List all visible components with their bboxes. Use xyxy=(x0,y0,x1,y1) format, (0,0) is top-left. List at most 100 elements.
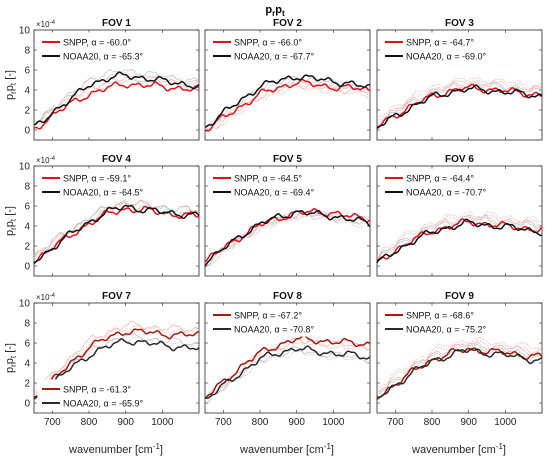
y-exponent-power: -4 xyxy=(50,20,56,26)
y-exponent-power: -4 xyxy=(50,156,56,162)
series-line-noaa20 xyxy=(33,71,200,126)
legend-label: NOAA20, α = -65.9° xyxy=(63,399,143,409)
reference-trace xyxy=(204,340,371,406)
reference-trace xyxy=(33,199,200,260)
y-axis-label-p1: p xyxy=(4,367,16,373)
series-line-noaa20 xyxy=(376,218,543,264)
reference-trace xyxy=(33,320,200,394)
reference-trace xyxy=(33,69,200,126)
x-axis-label: wavenumber [cm-1] xyxy=(239,442,334,456)
x-axis-label-text: wavenumber [cm xyxy=(411,444,496,456)
x-tick-label: 1000 xyxy=(322,417,345,428)
reference-trace xyxy=(204,214,371,267)
x-axis-label-end: ] xyxy=(160,444,163,456)
x-axis-label: wavenumber [cm-1] xyxy=(411,442,506,456)
legend-label: NOAA20, α = -70.7° xyxy=(406,188,486,198)
y-axis-label-sub-t: t xyxy=(9,218,18,221)
y-tick-label: 4 xyxy=(24,359,30,370)
reference-trace xyxy=(376,216,543,261)
series-line-snpp xyxy=(376,83,542,128)
y-axis-label-p2: p xyxy=(4,221,16,227)
panel-title: FOV 8 xyxy=(273,291,302,302)
y-tick-label: 8 xyxy=(24,182,30,193)
y-tick-label: 2 xyxy=(24,379,30,390)
x-tick-label: 700 xyxy=(215,417,232,428)
x-axis-label-text: wavenumber [cm xyxy=(68,444,153,456)
legend-box xyxy=(380,305,500,337)
legend: SNPP, α = -67.2° NOAA20, α = -70.8° xyxy=(208,305,328,337)
legend-box xyxy=(208,168,328,200)
legend-label: SNPP, α = -67.2° xyxy=(234,311,302,321)
series-line-snpp xyxy=(33,81,200,130)
legend: SNPP, α = -66.0° NOAA20, α = -67.7° xyxy=(208,32,328,64)
series-line-snpp xyxy=(204,334,371,399)
reference-trace xyxy=(376,214,542,259)
fov-panel-6: FOV 6 SNPP, α = -64.4° NOAA20, α = -70.7° xyxy=(376,154,543,277)
y-exponent-label: ×10-4 xyxy=(36,293,56,302)
panel-title: FOV 9 xyxy=(445,291,474,302)
figure-title-sub-r: r xyxy=(272,9,275,18)
y-axis-label: prpt [-] xyxy=(4,343,18,373)
legend-box xyxy=(37,379,157,411)
y-tick-label: 8 xyxy=(24,46,30,57)
panel-title: FOV 3 xyxy=(445,18,474,29)
legend: SNPP, α = -64.5° NOAA20, α = -69.4° xyxy=(208,168,328,200)
figure-title-p2: p xyxy=(275,4,282,16)
legend: SNPP, α = -64.4° NOAA20, α = -70.7° xyxy=(380,168,500,200)
legend: SNPP, α = -64.7° NOAA20, α = -69.0° xyxy=(380,32,500,64)
y-axis-label-unit: [-] xyxy=(4,70,16,83)
legend-label: NOAA20, α = -69.0° xyxy=(406,52,486,62)
reference-trace xyxy=(376,336,543,389)
legend-label: NOAA20, α = -75.2° xyxy=(406,325,486,335)
legend-label: SNPP, α = -61.3° xyxy=(63,385,131,395)
legend: SNPP, α = -68.6° NOAA20, α = -75.2° xyxy=(380,305,500,337)
reference-trace xyxy=(376,211,543,256)
y-axis-label-unit: [-] xyxy=(4,343,16,356)
y-exponent-label: ×10-4 xyxy=(36,156,56,165)
y-tick-label: 6 xyxy=(24,202,30,213)
y-axis-label-sub-r: r xyxy=(9,227,18,230)
panel-title: FOV 5 xyxy=(273,154,302,165)
y-tick-label: 6 xyxy=(24,66,30,77)
reference-trace xyxy=(376,79,543,120)
legend-box xyxy=(208,32,328,64)
y-tick-label: 2 xyxy=(24,242,30,253)
y-axis-label-p1: p xyxy=(4,230,16,236)
x-tick-label: 900 xyxy=(117,417,134,428)
y-tick-label: 2 xyxy=(24,106,30,117)
figure-title-p1: p xyxy=(265,4,272,16)
y-tick-label: 4 xyxy=(24,86,30,97)
reference-trace xyxy=(204,212,371,266)
series-line-noaa20 xyxy=(204,74,371,128)
figure-title-sub-t: t xyxy=(282,9,285,18)
fov-panel-1: 0 2 4 6 8 10 ×10-4 FOV 1 SNPP, α = -60.0° NOAA20,… xyxy=(19,18,200,141)
y-tick-label: 10 xyxy=(19,26,31,37)
x-axis-label-sup: -1 xyxy=(324,442,332,451)
reference-trace xyxy=(204,82,371,134)
legend-box xyxy=(380,168,500,200)
legend-label: NOAA20, α = -70.8° xyxy=(234,325,314,335)
series-line-noaa20 xyxy=(376,84,543,129)
legend-label: SNPP, α = -66.0° xyxy=(234,38,302,48)
y-tick-label: 0 xyxy=(24,399,30,410)
x-tick-label: 800 xyxy=(424,417,441,428)
series-line-snpp xyxy=(33,205,200,264)
x-tick-label: 1000 xyxy=(151,417,174,428)
y-tick-label: 8 xyxy=(24,319,30,330)
x-axis-label-sup: -1 xyxy=(153,442,161,451)
y-exponent-base: ×10 xyxy=(36,20,50,29)
legend-label: SNPP, α = -64.4° xyxy=(406,174,474,184)
series-line-noaa20 xyxy=(33,338,200,399)
series-line-noaa20 xyxy=(204,345,371,399)
y-tick-label: 0 xyxy=(24,126,30,137)
x-axis-label-end: ] xyxy=(331,444,334,456)
legend-label: NOAA20, α = -67.7° xyxy=(234,52,314,62)
y-axis-label: prpt [-] xyxy=(4,206,18,236)
y-axis-label-sub-t: t xyxy=(9,82,18,85)
x-tick-label: 1000 xyxy=(494,417,517,428)
panel-title: FOV 2 xyxy=(273,18,302,29)
fov-panel-2: FOV 2 SNPP, α = -66.0° NOAA20, α = -67.7° xyxy=(204,18,371,141)
legend-box xyxy=(37,32,157,64)
